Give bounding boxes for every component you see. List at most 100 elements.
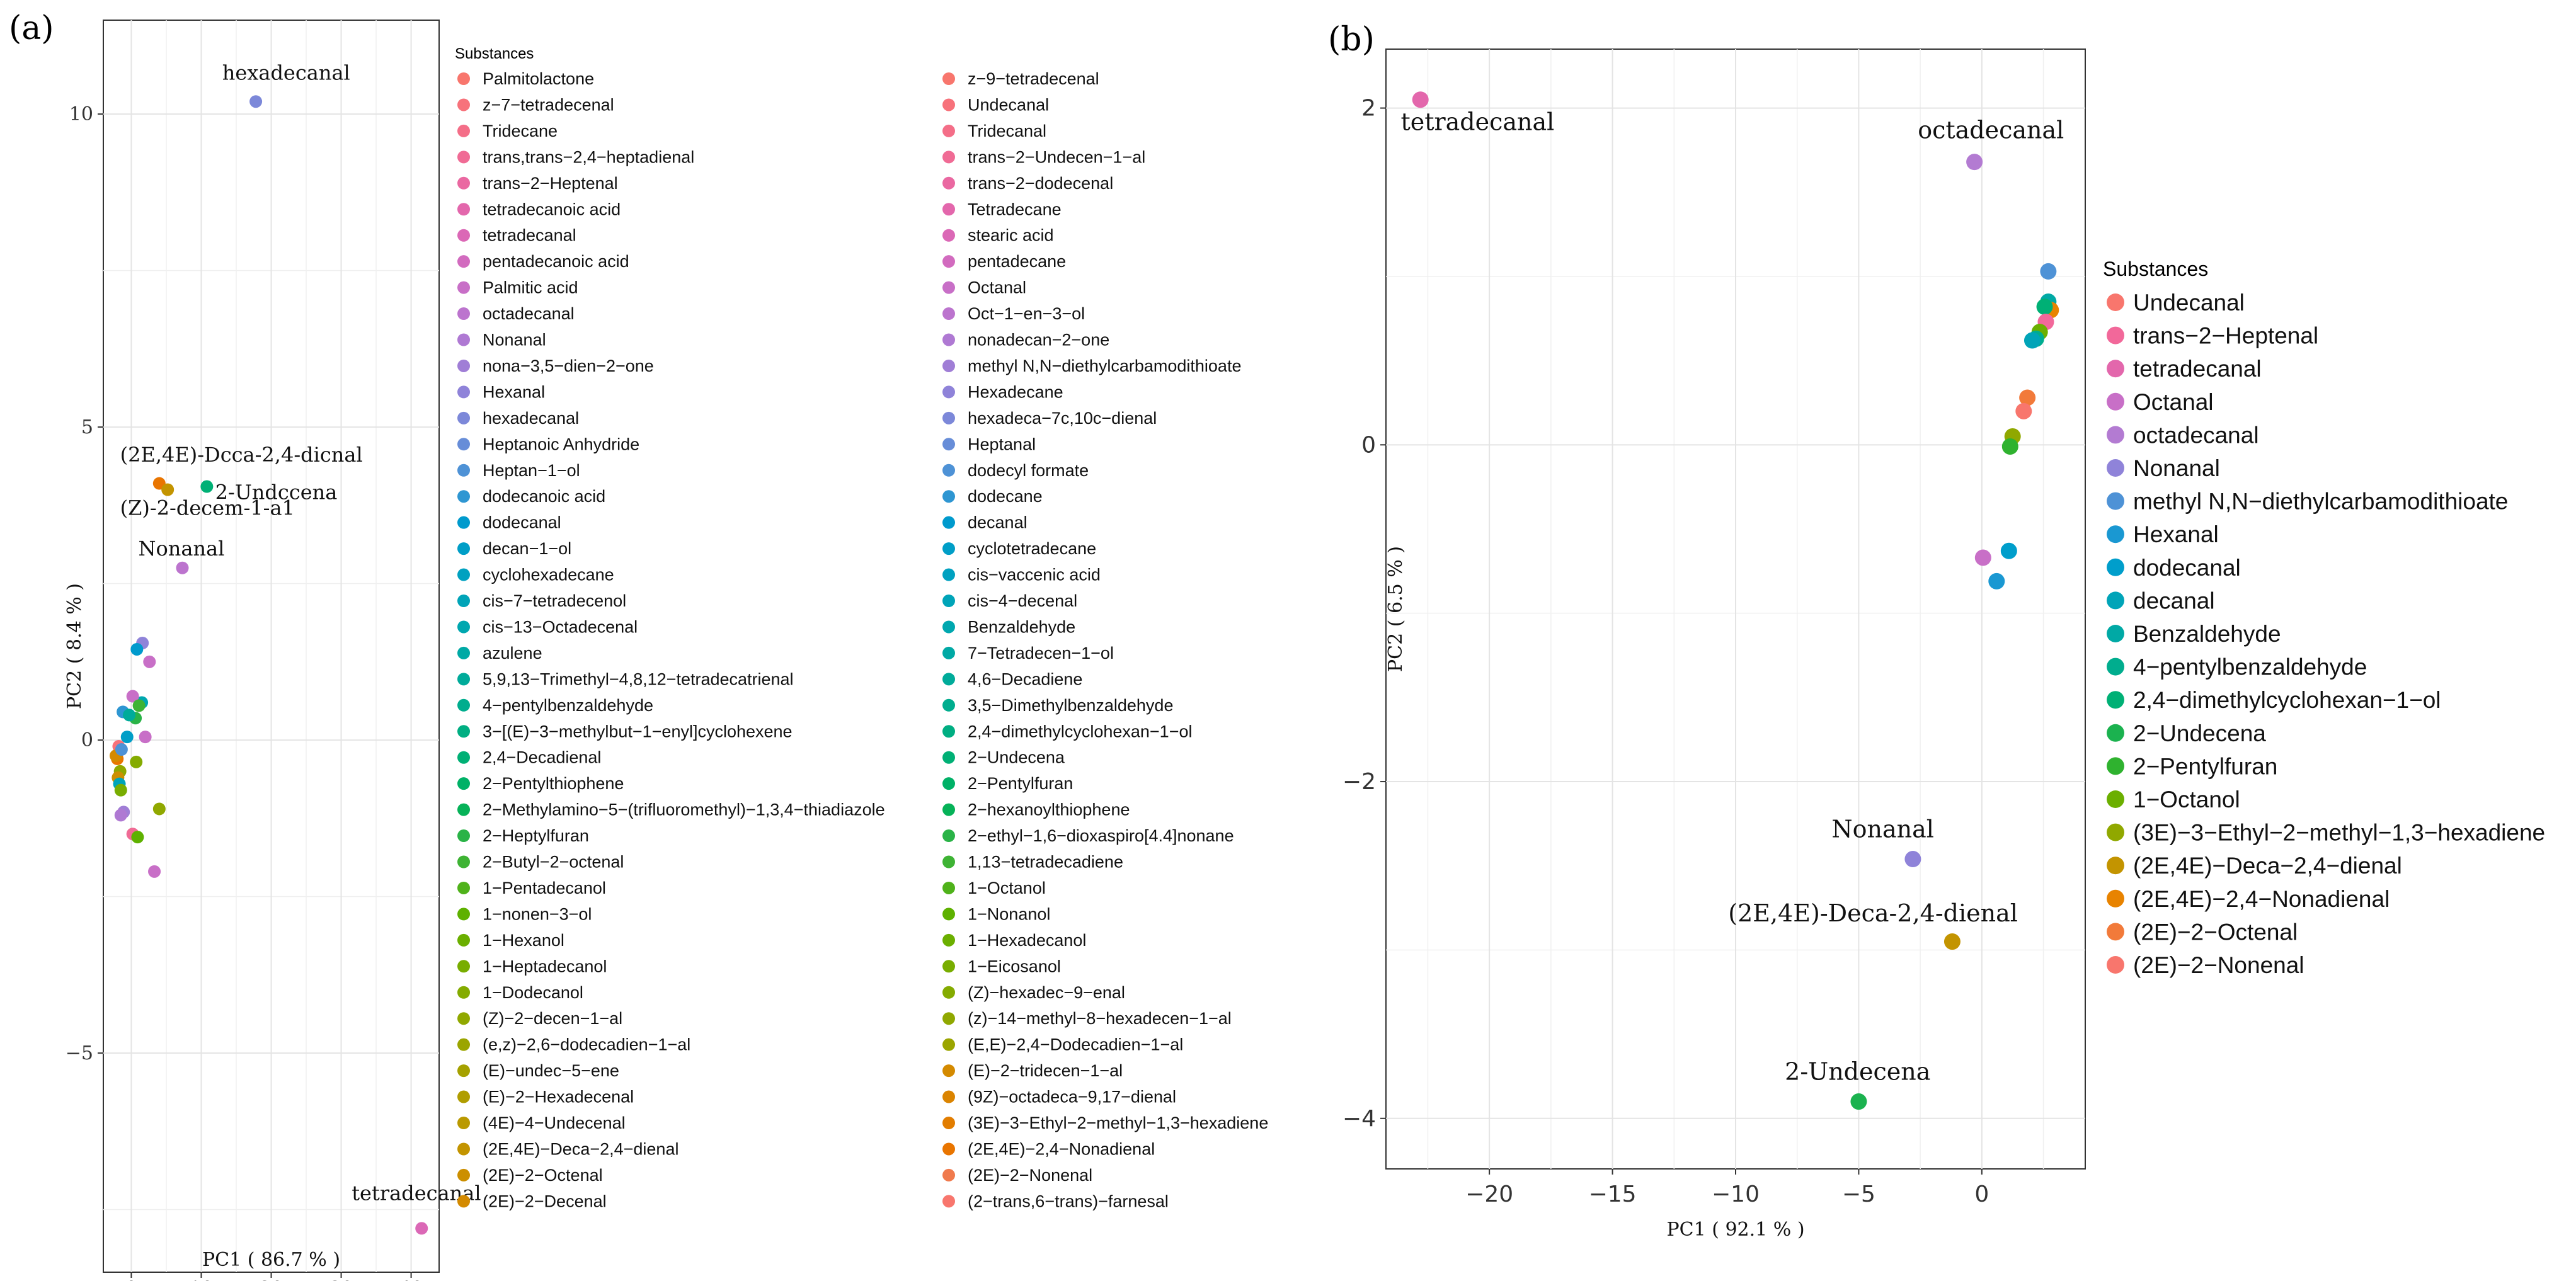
legend-key [457,151,470,164]
legend-label: 2−Pentylfuran [2133,753,2277,779]
legend-key [2107,525,2124,544]
point-annotation: Nonanal [1831,815,1934,843]
legend-label: Undecanal [968,95,1049,114]
legend-label: Benzaldehyde [968,617,1075,636]
panel-b-plot: −20 −15 −10 −5 0−4−202 tetradecanal octadecan… [1342,48,2086,1207]
legend-key [457,1064,470,1078]
legend-label: dodecyl formate [968,461,1089,480]
legend-key [457,881,470,894]
legend-key [457,855,470,868]
legend-key [942,1012,955,1025]
legend-key [942,98,955,111]
legend-key [457,124,470,137]
point-annotation: (2E,4E)-Dcca-2,4-dicnal [120,443,363,467]
y-tick-label: −2 [1342,769,1376,795]
legend-label: Hexadecane [968,382,1063,401]
legend-key [2107,326,2124,344]
x-tick-label: −5 [1842,1181,1875,1207]
data-point [2024,332,2041,349]
legend-key [457,568,470,581]
x-tick-label: 10 [189,1278,213,1281]
legend-key [457,307,470,321]
legend-label: pentadecane [968,252,1066,271]
legend-key [457,385,470,399]
legend-key [457,72,470,85]
legend-key [942,176,955,190]
legend-label: dodecane [968,487,1043,506]
data-point [123,709,136,722]
legend-key [942,411,955,424]
legend-key [457,464,470,477]
legend-label: 2−Undecena [968,748,1065,767]
legend-label: 1−Hexadecanol [968,931,1086,950]
legend-key [942,960,955,973]
legend-key [942,72,955,85]
legend-label: Nonanal [2133,455,2220,481]
legend-key [2107,293,2124,311]
legend-key [942,725,955,738]
legend-label: trans−2−Undecen−1−al [968,147,1145,166]
legend-key [457,595,470,607]
panel-a-gridlines [103,20,439,1272]
legend-label: tetradecanal [483,226,576,245]
panel-a-legend-title: Substances [455,45,534,62]
legend-label: Heptan−1−ol [483,461,580,480]
legend-label: stearic acid [968,226,1054,245]
legend-key [457,751,470,764]
legend-label: 1−Pentadecanol [483,879,606,897]
data-point [2001,438,2018,455]
legend-key [457,1168,470,1181]
legend-key [942,751,955,764]
data-point [415,1222,428,1235]
legend-key [457,542,470,555]
legend-key [457,359,470,372]
legend-key [2107,857,2124,875]
legend-key [457,1142,470,1156]
legend-key [2107,923,2124,941]
legend-key [457,908,470,921]
legend-label: dodecanal [2133,555,2241,581]
legend-label: 1−Hexanol [483,931,564,950]
legend-key [457,411,470,424]
panel-a-x-axis-title: PC1 ( 86.7 % ) [202,1249,340,1271]
legend-key [457,960,470,973]
panel-b-points [1412,91,2059,1110]
data-point [2040,263,2057,280]
legend-label: 1,13−tetradecadiene [968,853,1123,872]
data-point [1943,933,1961,950]
x-tick-label: −20 [1465,1181,1513,1207]
legend-label: dodecanoic acid [483,487,605,506]
legend-label: 2,4−Decadienal [483,748,601,767]
legend-label: 5,9,13−Trimethyl−4,8,12−tetradecatrienal [483,669,794,688]
legend-label: Oct−1−en−3−ol [968,304,1085,323]
data-point [143,655,156,668]
legend-label: Benzaldehyde [2133,621,2281,647]
panel-a-tag: (a) [9,9,54,47]
legend-key [942,229,955,242]
panel-b-annotations: tetradecanal octadecanal Nonanal (2E,4E)-De… [1400,108,2064,1085]
legend-key [2107,724,2124,742]
x-tick-label: 0 [1974,1181,1989,1207]
legend-label: 4−pentylbenzaldehyde [2133,654,2367,680]
legend-label: Nonanal [483,331,546,350]
legend-label: methyl N,N−diethylcarbamodithioate [968,356,1241,375]
legend-label: cis−4−decenal [968,591,1077,610]
legend-label: 3−[(E)−3−methylbut−1−enyl]cyclohexene [483,722,793,741]
legend-label: (2E,4E)−Deca−2,4−dienal [483,1139,678,1158]
legend-label: trans−2−dodecenal [968,174,1113,193]
legend-label: 2−ethyl−1,6−dioxaspiro[4.4]nonane [968,826,1234,845]
legend-key [942,620,955,634]
legend-key [942,333,955,346]
x-tick-label: −10 [1712,1181,1760,1207]
legend-key [457,986,470,999]
legend-key [942,307,955,321]
legend-label: cis−vaccenic acid [968,566,1101,584]
legend-key [457,725,470,738]
legend-key [942,568,955,581]
legend-key [2107,757,2124,775]
legend-key [942,516,955,529]
legend-key [457,203,470,216]
legend-key [457,1012,470,1025]
